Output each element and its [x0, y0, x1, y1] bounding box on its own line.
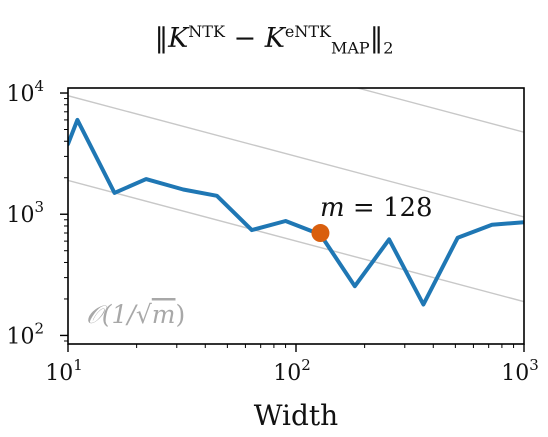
x-tick-label: 103	[501, 356, 539, 386]
y-tick-label: 103	[6, 198, 44, 228]
y-tick-label: 104	[6, 77, 44, 107]
x-axis-label: Width	[254, 399, 338, 432]
reference-line	[68, 95, 524, 218]
highlight-point	[311, 224, 330, 243]
reference-lines	[68, 88, 524, 303]
x-tick-label: 101	[45, 356, 83, 386]
series-line	[68, 117, 524, 307]
chart-title: ‖KNTK − KeNTKMAP‖2	[154, 22, 394, 58]
y-tick-label: 102	[6, 319, 44, 349]
y-axis: 102 103 104	[6, 77, 68, 349]
reference-rate-label: 𝒪(1/√m)	[86, 300, 185, 329]
x-tick-label: 102	[273, 356, 311, 386]
series-layer	[68, 117, 524, 307]
reference-line	[354, 88, 524, 133]
reference-line	[68, 179, 524, 303]
x-axis: 101 102 103	[45, 344, 539, 386]
highlight-label: m = 128	[320, 193, 433, 223]
